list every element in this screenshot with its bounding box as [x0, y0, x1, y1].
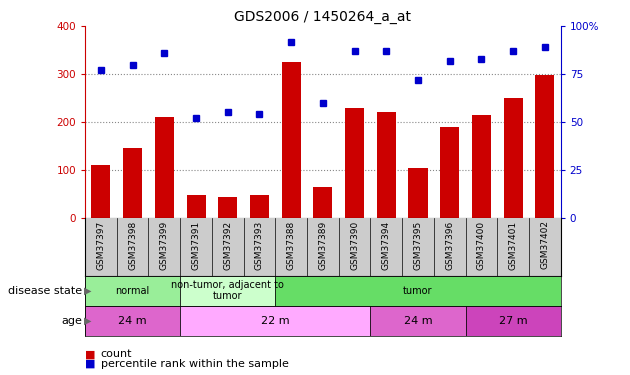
Bar — [180, 276, 275, 306]
Bar — [180, 306, 370, 336]
Text: tumor: tumor — [403, 286, 433, 296]
Bar — [275, 276, 561, 306]
Text: GSM37388: GSM37388 — [287, 220, 295, 270]
Bar — [91, 165, 110, 218]
Text: ■: ■ — [85, 359, 96, 369]
Text: GSM37398: GSM37398 — [128, 220, 137, 270]
Text: ▶: ▶ — [84, 316, 91, 326]
Bar — [218, 197, 238, 217]
Text: GSM37392: GSM37392 — [223, 220, 232, 270]
Bar — [503, 98, 523, 218]
Text: 24 m: 24 m — [118, 316, 147, 326]
Text: non-tumor, adjacent to
tumor: non-tumor, adjacent to tumor — [171, 280, 284, 302]
Text: GSM37402: GSM37402 — [541, 220, 549, 269]
Bar — [345, 108, 364, 218]
Text: 22 m: 22 m — [261, 316, 290, 326]
Text: ▶: ▶ — [84, 286, 91, 296]
Text: normal: normal — [115, 286, 150, 296]
Bar — [536, 75, 554, 217]
Title: GDS2006 / 1450264_a_at: GDS2006 / 1450264_a_at — [234, 10, 411, 24]
Text: GSM37390: GSM37390 — [350, 220, 359, 270]
Text: GSM37399: GSM37399 — [160, 220, 169, 270]
Text: 24 m: 24 m — [404, 316, 432, 326]
Bar — [85, 276, 180, 306]
Text: GSM37389: GSM37389 — [318, 220, 328, 270]
Bar — [123, 148, 142, 217]
Bar — [466, 306, 561, 336]
Bar — [370, 306, 466, 336]
Text: ■: ■ — [85, 350, 96, 359]
Text: GSM37394: GSM37394 — [382, 220, 391, 270]
Text: GSM37400: GSM37400 — [477, 220, 486, 270]
Bar — [472, 115, 491, 218]
Bar — [85, 306, 180, 336]
Text: 27 m: 27 m — [499, 316, 527, 326]
Bar — [155, 117, 174, 218]
Text: GSM37396: GSM37396 — [445, 220, 454, 270]
Bar — [313, 188, 333, 218]
Bar — [186, 195, 205, 217]
Text: count: count — [101, 350, 132, 359]
Text: GSM37391: GSM37391 — [192, 220, 200, 270]
Bar — [250, 195, 269, 217]
Bar — [408, 168, 428, 217]
Bar — [282, 62, 301, 217]
Text: percentile rank within the sample: percentile rank within the sample — [101, 359, 289, 369]
Text: disease state: disease state — [8, 286, 82, 296]
Text: GSM37395: GSM37395 — [413, 220, 423, 270]
Text: GSM37401: GSM37401 — [508, 220, 518, 270]
Text: age: age — [61, 316, 82, 326]
Bar — [440, 127, 459, 218]
Text: GSM37393: GSM37393 — [255, 220, 264, 270]
Bar — [377, 112, 396, 218]
Text: GSM37397: GSM37397 — [96, 220, 105, 270]
